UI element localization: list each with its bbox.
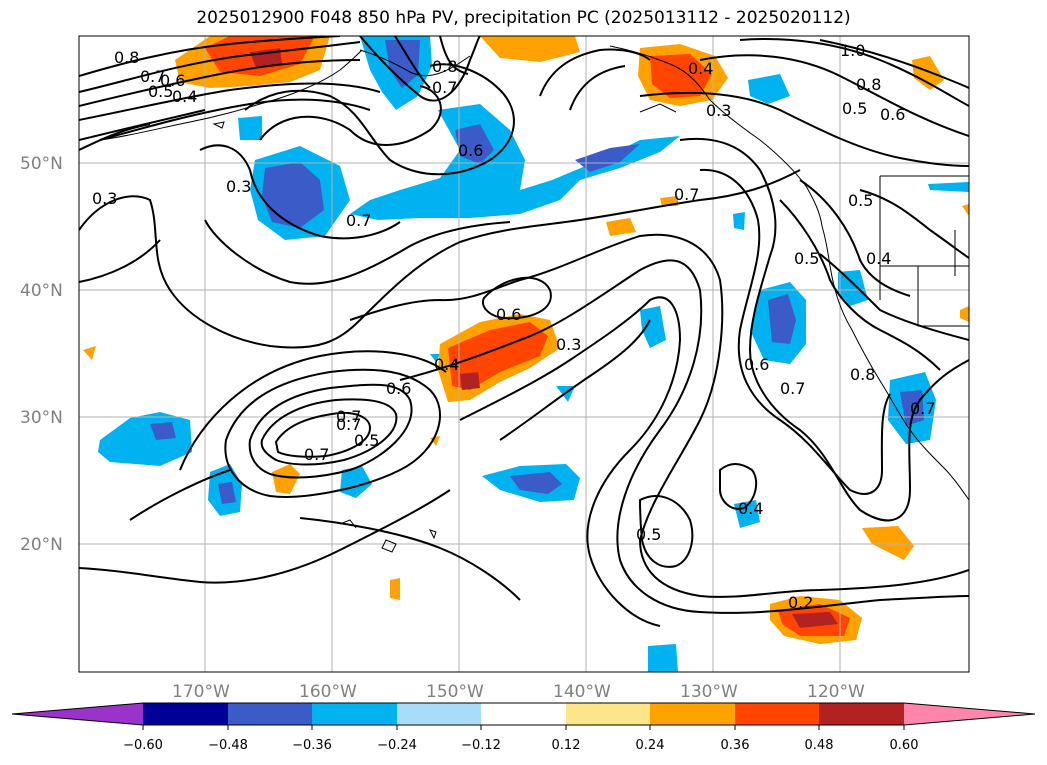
contour-label: 0.6 <box>386 379 411 398</box>
contour-label: 0.7 <box>432 78 457 97</box>
contour-label: 0.4 <box>688 59 713 78</box>
colorbar-tick: 0.48 <box>805 738 834 753</box>
colorbar-tick: 0.24 <box>636 738 665 753</box>
lon-label: 120°W <box>807 682 865 702</box>
contour-label: 0.6 <box>458 141 483 160</box>
contour-label: 0.5 <box>842 99 867 118</box>
contour-label: 0.5 <box>794 249 819 268</box>
contour-label: 0.5 <box>636 525 661 544</box>
contour-label: 0.7 <box>780 379 805 398</box>
colorbar-tick: 0.60 <box>890 738 919 753</box>
lon-label: 140°W <box>553 682 611 702</box>
contour-label: 0.7 <box>304 445 329 464</box>
colorbar-tick: −0.24 <box>377 738 417 753</box>
colorbar-bin <box>228 703 312 725</box>
colorbar-bin <box>566 703 650 725</box>
colorbar-tick: −0.48 <box>208 738 248 753</box>
colorbar-tick: −0.60 <box>123 738 163 753</box>
contour-label: 0.7 <box>346 211 371 230</box>
contour-label: 0.4 <box>866 249 891 268</box>
colorbar-bin <box>481 703 566 725</box>
colorbar: −0.60 −0.48 −0.36 −0.24 −0.12 0.12 0.24 … <box>11 702 1036 753</box>
lat-label: 30°N <box>20 408 63 428</box>
map-frame <box>78 35 970 673</box>
negative-shading <box>98 36 969 672</box>
contour-label: 0.8 <box>850 365 875 384</box>
contour-label: 0.8 <box>856 75 881 94</box>
contour-label: 0.7 <box>910 399 935 418</box>
contour-label: 0.2 <box>788 593 813 612</box>
map-title: 2025012900 F048 850 hPa PV, precipitatio… <box>196 8 851 28</box>
contour-label: 0.7 <box>336 415 361 434</box>
colorbar-bin <box>735 703 819 725</box>
lat-label: 40°N <box>20 281 63 301</box>
contour-label: 0.5 <box>354 431 379 450</box>
colorbar-bin <box>650 703 735 725</box>
colorbar-bin <box>397 703 481 725</box>
contour-label: 1.0 <box>840 41 865 60</box>
contour-label: 0.5 <box>848 191 873 210</box>
contour-label: 0.5 <box>148 82 173 101</box>
contour-label: 0.7 <box>674 185 699 204</box>
lat-label: 50°N <box>20 154 63 174</box>
lon-label: 150°W <box>426 682 484 702</box>
coastlines <box>99 45 969 553</box>
contour-labels: 0.8 0.7 0.6 0.5 0.4 0.8 0.7 0.4 0.3 1.0 … <box>92 41 935 612</box>
colorbar-tick: 0.36 <box>721 738 750 753</box>
colorbar-tick: 0.12 <box>552 738 581 753</box>
contour-label: 0.6 <box>880 105 905 124</box>
contour-label: 0.8 <box>432 57 457 76</box>
longitude-labels: 170°W 160°W 150°W 140°W 130°W 120°W <box>172 682 865 702</box>
colorbar-tick: −0.12 <box>461 738 501 753</box>
colorbar-tick: −0.36 <box>292 738 332 753</box>
contour-label: 0.4 <box>738 499 763 518</box>
lat-label: 20°N <box>20 535 63 555</box>
colorbar-bin <box>143 703 228 725</box>
lon-label: 130°W <box>680 682 738 702</box>
contour-label: 0.4 <box>434 355 459 374</box>
contour-label: 0.6 <box>744 355 769 374</box>
lon-label: 170°W <box>172 682 230 702</box>
contour-label: 0.3 <box>706 101 731 120</box>
colorbar-under-triangle <box>12 703 143 725</box>
colorbar-bin <box>819 703 904 725</box>
colorbar-over-triangle <box>904 703 1035 725</box>
contour-label: 0.7 <box>336 407 361 426</box>
contour-label: 0.6 <box>496 305 521 324</box>
contour-label: 0.4 <box>172 87 197 106</box>
contour-label: 0.6 <box>160 71 185 90</box>
contour-label: 0.3 <box>226 177 251 196</box>
gridlines <box>79 36 969 672</box>
contour-label: 0.3 <box>92 189 117 208</box>
contour-label: 0.7 <box>140 67 165 86</box>
contour-label: 0.3 <box>556 335 581 354</box>
latitude-labels: 50°N 40°N 30°N 20°N <box>20 154 63 555</box>
lon-label: 160°W <box>299 682 357 702</box>
contour-label: 0.8 <box>114 48 139 67</box>
colorbar-bin <box>312 703 397 725</box>
